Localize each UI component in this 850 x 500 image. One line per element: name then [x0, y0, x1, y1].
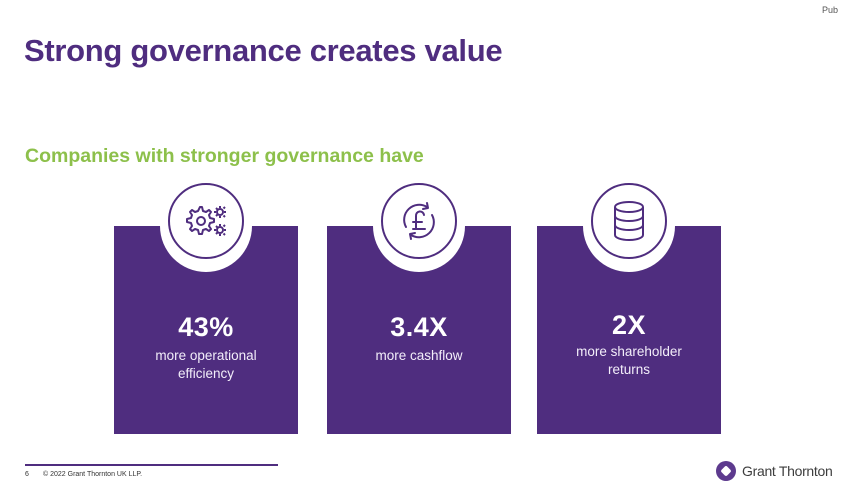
stat-value: 3.4X: [390, 312, 448, 342]
database-stack-icon: [614, 201, 644, 241]
stat-label-line2: efficiency: [177, 366, 235, 381]
page-subtitle: Companies with stronger governance have: [25, 145, 424, 167]
icon-circle: [378, 180, 460, 262]
stat-label-line2: returns: [607, 362, 651, 377]
icon-circle: [588, 180, 670, 262]
stat-label-line1: more operational: [155, 348, 257, 363]
classification-label: Pub: [821, 5, 838, 15]
icon-circle: [165, 180, 247, 262]
stat-value: 2X: [611, 310, 647, 340]
page-title: Strong governance creates value: [24, 33, 503, 68]
gears-icon: [186, 206, 226, 236]
pound-cycle-icon: [403, 202, 435, 240]
stat-card-efficiency: 43% more operational efficiency: [114, 180, 298, 434]
grant-thornton-logo: Grant Thornton: [716, 461, 833, 481]
logo-text: Grant Thornton: [742, 463, 833, 479]
stat-value: 43%: [178, 312, 234, 342]
page-number: 6: [25, 471, 29, 478]
stat-label-line1: more shareholder: [576, 344, 682, 359]
stat-label-line1: more cashflow: [375, 348, 463, 363]
copyright-text: © 2022 Grant Thornton UK LLP.: [43, 471, 143, 478]
logo-mark-icon: [716, 461, 736, 481]
stat-card-cashflow: 3.4X more cashflow: [327, 180, 511, 434]
stat-card-returns: 2X more shareholder returns: [537, 180, 721, 434]
footer-divider: [25, 464, 278, 466]
